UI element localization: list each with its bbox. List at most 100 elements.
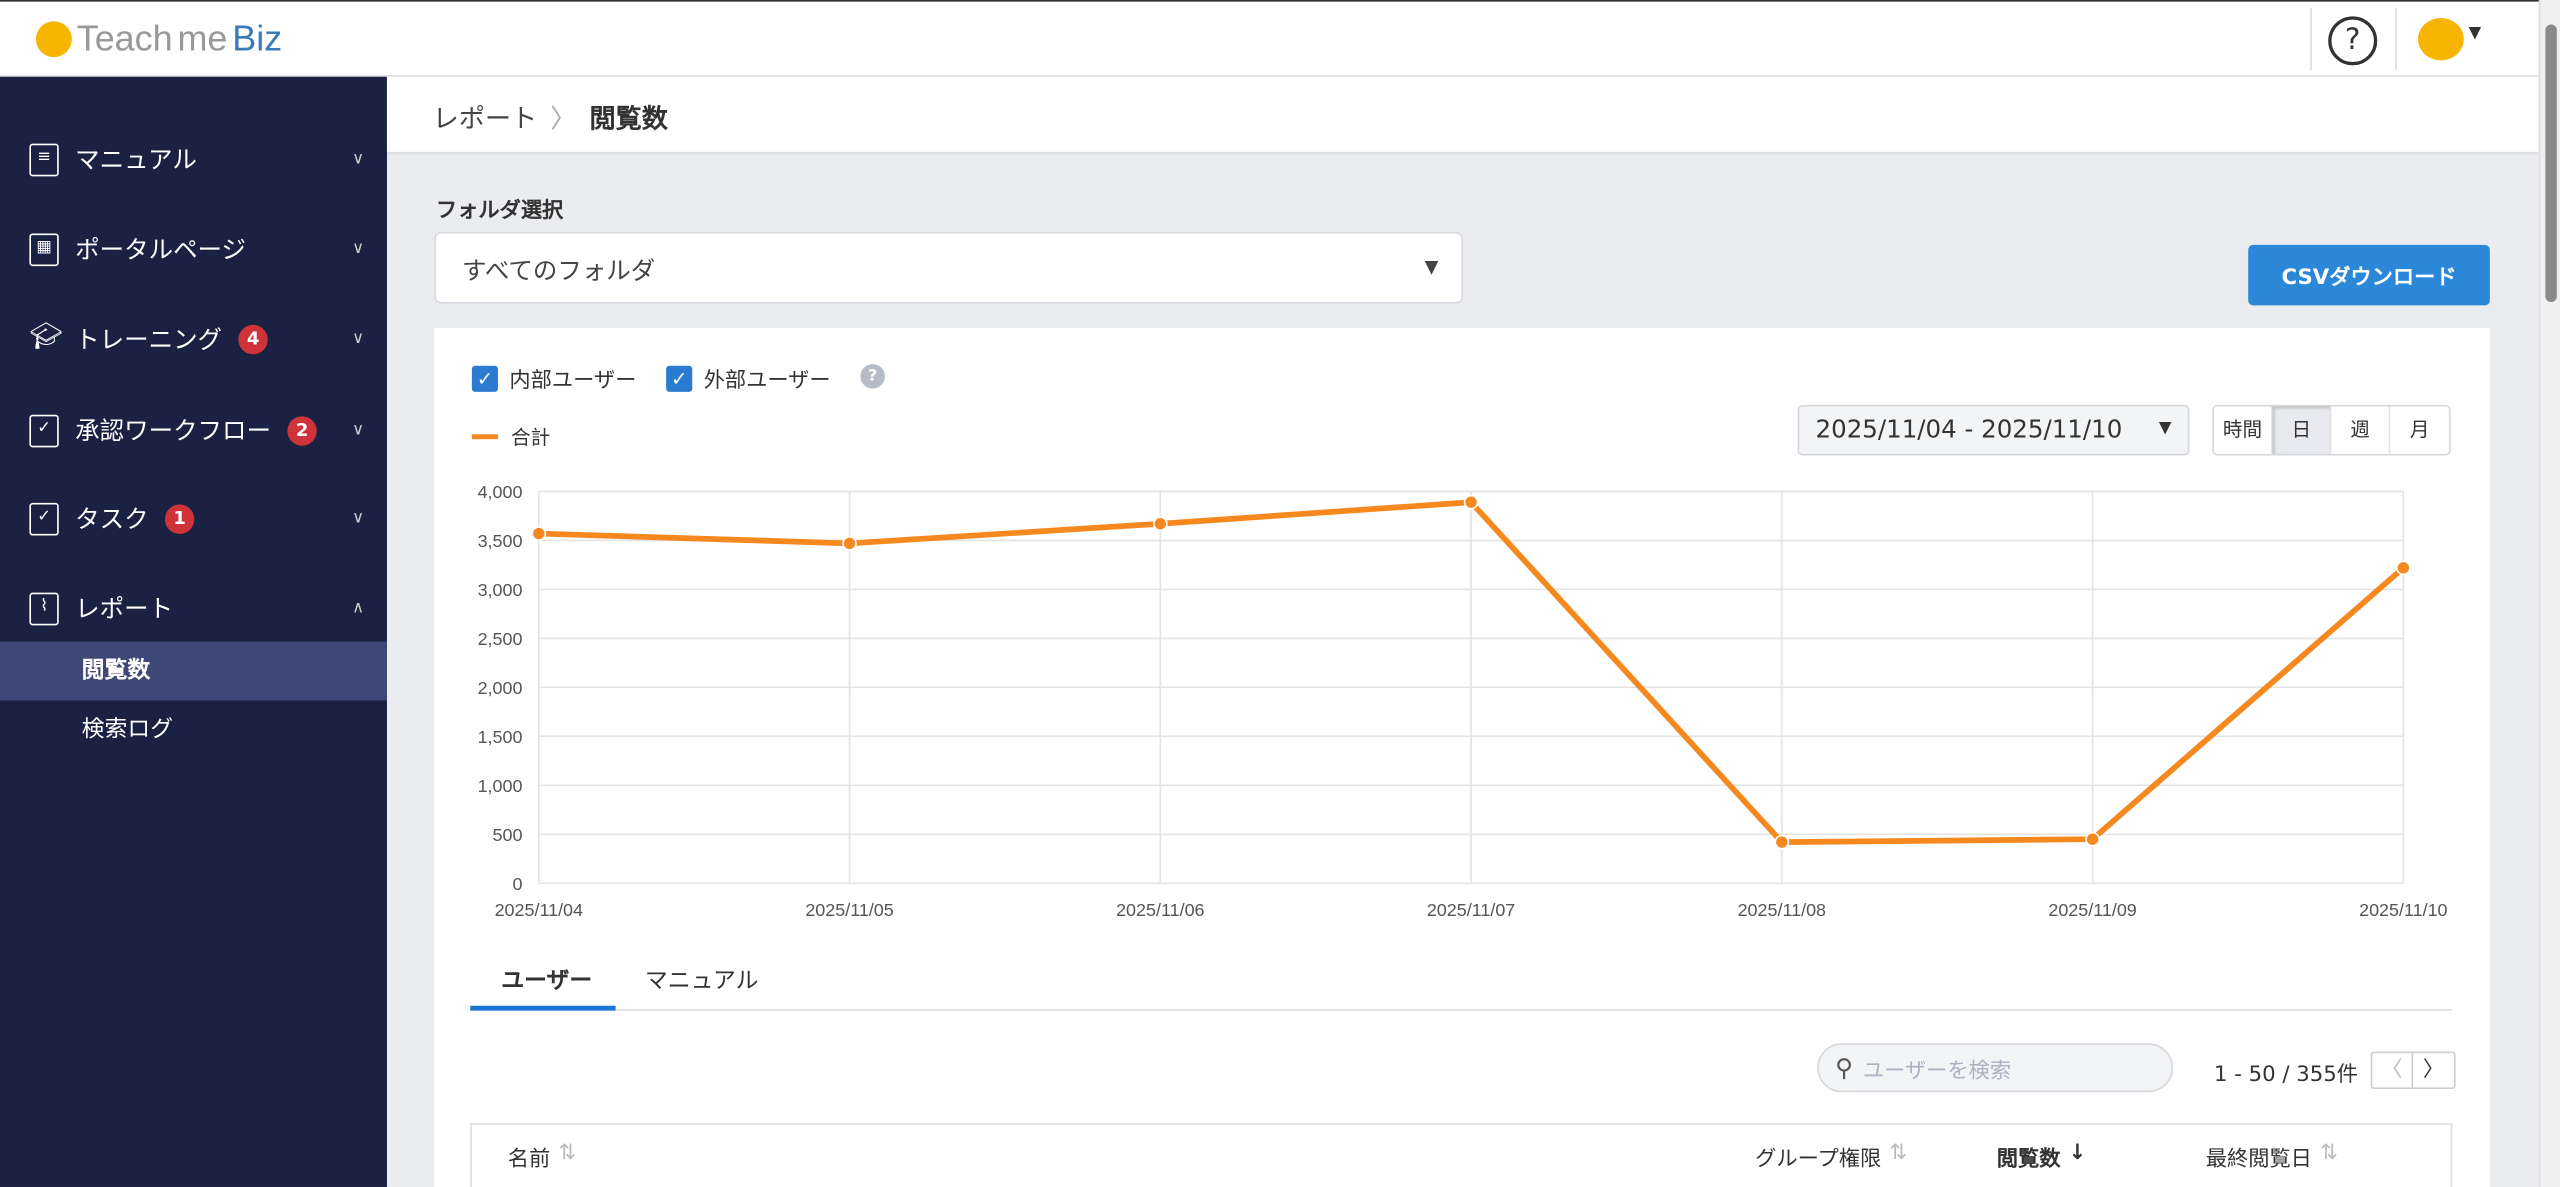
granularity-toggle: 時間 日 週 月 — [2212, 404, 2451, 456]
granularity-month[interactable]: 月 — [2390, 406, 2450, 454]
granularity-week[interactable]: 週 — [2331, 406, 2391, 454]
y-tick-label: 1,000 — [478, 776, 523, 796]
caret-down-icon: ▼ — [1424, 256, 1439, 278]
help-icon[interactable]: ? — [860, 364, 885, 389]
column-group[interactable]: グループ権限 ⇅ — [1755, 1141, 1907, 1172]
scrollbar[interactable] — [2538, 0, 2560, 1187]
user-search-input[interactable]: ⚲ ユーザーを検索 — [1817, 1043, 2174, 1093]
column-label: グループ権限 — [1755, 1147, 1882, 1173]
sidebar: ≡ マニュアル ∨ ▦ ポータルページ ∨ 🎓︎ トレーニング 4 ∨ ✓ 承認ワークフロー 2 ∨… — [0, 76, 387, 1187]
next-page-button[interactable]: 〉 — [2422, 1057, 2445, 1083]
sidebar-item-label: レポート — [75, 594, 174, 624]
sort-icon: ⇅ — [2320, 1141, 2338, 1166]
chevron-down-icon: ∨ — [352, 240, 365, 258]
chevron-down-icon: ∨ — [352, 150, 365, 169]
y-tick-label: 1,500 — [478, 727, 523, 747]
badge: 4 — [238, 324, 268, 354]
data-point — [1152, 516, 1168, 532]
sort-desc-icon: ↓ — [2068, 1141, 2087, 1166]
external-user-checkbox[interactable]: ✓ 外部ユーザー — [666, 362, 831, 394]
checkbox-label: 外部ユーザー — [703, 368, 831, 394]
data-point — [1774, 834, 1790, 850]
chevron-down-icon: ∨ — [352, 421, 365, 440]
prev-page-button[interactable]: 〈 — [2372, 1053, 2414, 1088]
x-tick-label: 2025/11/05 — [805, 900, 893, 920]
legend-label: 合計 — [511, 426, 551, 449]
folder-select[interactable]: すべてのフォルダ ▼ — [434, 231, 1463, 304]
y-tick-label: 0 — [512, 874, 522, 894]
y-tick-label: 2,500 — [478, 629, 523, 649]
logo[interactable]: Teach me Biz — [35, 17, 283, 60]
search-placeholder: ユーザーを検索 — [1862, 1058, 2012, 1084]
activity-chart-icon: ⌇ — [29, 591, 59, 625]
badge: 2 — [287, 415, 317, 445]
sidebar-item-label: トレーニング — [75, 324, 223, 355]
csv-download-button[interactable]: CSVダウンロード — [2248, 244, 2490, 306]
logo-text-2: me — [177, 17, 228, 59]
top-bar: Teach me Biz ? ▼ — [0, 0, 2539, 77]
sidebar-subitem-views[interactable]: 閲覧数 — [0, 641, 387, 701]
logo-brand: Biz — [232, 17, 283, 59]
breadcrumb-bar: レポート 〉 閲覧数 — [386, 76, 2539, 152]
tab-users[interactable]: ユーザー — [501, 968, 593, 995]
x-tick-label: 2025/11/08 — [1738, 900, 1826, 920]
sidebar-subitem-search-log[interactable]: 検索ログ — [81, 716, 174, 743]
data-point — [531, 526, 547, 541]
divider — [2310, 8, 2312, 71]
y-tick-label: 3,000 — [478, 580, 523, 600]
sidebar-item-label: 承認ワークフロー — [75, 416, 272, 446]
graduation-cap-icon: 🎓︎ — [29, 319, 63, 351]
internal-user-checkbox[interactable]: ✓ 内部ユーザー — [471, 362, 637, 394]
page-title: 閲覧数 — [589, 102, 668, 134]
help-button[interactable]: ? — [2328, 16, 2378, 66]
avatar[interactable] — [2418, 17, 2464, 61]
breadcrumb: レポート 〉 閲覧数 — [433, 96, 668, 135]
owl-logo-icon — [35, 21, 72, 58]
granularity-hour[interactable]: 時間 — [2213, 406, 2273, 454]
checkbox-label: 内部ユーザー — [509, 368, 637, 394]
column-label: 名前 — [507, 1147, 551, 1173]
x-tick-label: 2025/11/06 — [1116, 900, 1204, 920]
clipboard-check-icon: ✓ — [29, 413, 59, 447]
logo-text: Teach — [76, 17, 173, 59]
x-tick-label: 2025/11/04 — [495, 900, 583, 920]
y-tick-label: 4,000 — [478, 482, 523, 502]
sidebar-item-training[interactable]: 🎓︎ トレーニング 4 ∨ — [29, 322, 364, 356]
granularity-day[interactable]: 日 — [2272, 406, 2332, 454]
sidebar-item-label: ポータルページ — [75, 235, 247, 265]
column-label: 閲覧数 — [1996, 1147, 2061, 1173]
data-point — [2395, 560, 2411, 576]
legend-swatch — [471, 434, 498, 440]
calendar-check-icon: ✓ — [29, 502, 59, 535]
column-label: 最終閲覧日 — [2205, 1147, 2312, 1173]
column-views[interactable]: 閲覧数 ↓ — [1997, 1141, 2087, 1172]
sort-icon: ⇅ — [1889, 1141, 1908, 1166]
x-tick-label: 2025/11/07 — [1427, 900, 1515, 920]
caret-down-icon: ▼ — [2158, 419, 2172, 438]
x-tick-label: 2025/11/10 — [2359, 900, 2447, 920]
data-point — [842, 536, 857, 551]
tab-manuals[interactable]: マニュアル — [644, 968, 759, 995]
date-range-value: 2025/11/04 - 2025/11/10 — [1815, 414, 2123, 445]
active-tab-indicator — [470, 1005, 616, 1011]
checkbox-checked-icon: ✓ — [471, 364, 498, 392]
column-last-viewed[interactable]: 最終閲覧日 ⇅ — [2206, 1141, 2338, 1172]
sidebar-item-task[interactable]: ✓ タスク 1 ∨ — [29, 501, 364, 535]
breadcrumb-parent[interactable]: レポート — [432, 102, 538, 134]
sidebar-item-manual[interactable]: ≡ マニュアル ∨ — [29, 142, 364, 176]
y-tick-label: 500 — [493, 825, 523, 845]
folder-label: フォルダ選択 — [435, 199, 564, 224]
x-tick-label: 2025/11/09 — [2048, 900, 2136, 920]
scrollbar-thumb[interactable] — [2545, 24, 2557, 303]
chart-legend[interactable]: 合計 — [471, 423, 551, 451]
sidebar-item-workflow[interactable]: ✓ 承認ワークフロー 2 ∨ — [29, 413, 364, 447]
folder-value: すべてのフォルダ — [462, 256, 656, 286]
sidebar-item-label: マニュアル — [75, 145, 197, 175]
caret-down-icon[interactable]: ▼ — [2468, 24, 2482, 43]
sidebar-item-portal[interactable]: ▦ ポータルページ ∨ — [29, 232, 364, 266]
date-range-select[interactable]: 2025/11/04 - 2025/11/10 ▼ — [1797, 404, 2190, 456]
column-name[interactable]: 名前 ⇅ — [508, 1141, 576, 1172]
sidebar-item-report[interactable]: ⌇ レポート ∧ — [29, 591, 364, 625]
badge: 1 — [164, 503, 195, 534]
